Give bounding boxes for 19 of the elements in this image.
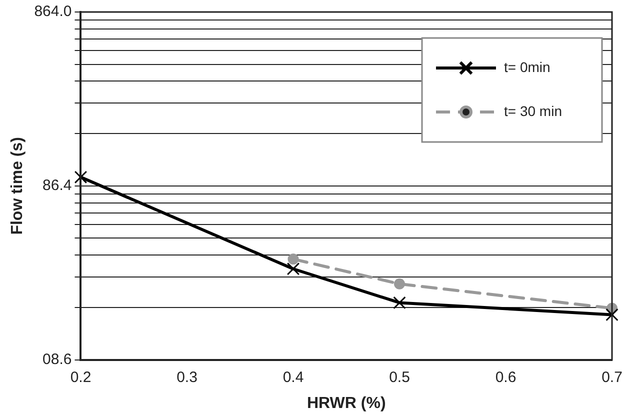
x-tick-label: 0.6 bbox=[495, 368, 516, 386]
y-tick-label: 864.0 bbox=[34, 3, 72, 20]
point bbox=[606, 308, 618, 322]
point bbox=[288, 254, 299, 265]
y-tick-label: 86.4 bbox=[42, 177, 72, 194]
x-tick-label: 0.3 bbox=[176, 368, 198, 386]
legend-label: t= 0min bbox=[504, 58, 550, 75]
x-tick-label: 0.2 bbox=[70, 368, 92, 386]
x-tick-label: 0.7 bbox=[602, 368, 622, 386]
y-axis-title: Flow time (s) bbox=[9, 137, 26, 235]
y-tick-label: 08.6 bbox=[42, 350, 72, 368]
x-tick-label: 0.5 bbox=[389, 368, 410, 386]
point bbox=[74, 170, 88, 184]
point bbox=[393, 296, 406, 310]
legend-label: t= 30 min bbox=[504, 102, 562, 119]
point bbox=[394, 278, 405, 290]
x-tick-label: 0.4 bbox=[282, 368, 304, 386]
x-axis-title: HRWR (%) bbox=[306, 394, 386, 412]
point bbox=[286, 262, 300, 276]
